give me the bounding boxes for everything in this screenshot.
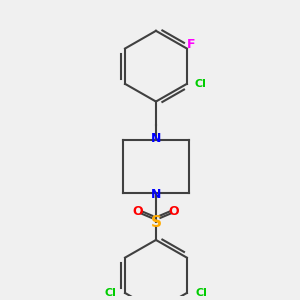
Text: S: S — [150, 215, 161, 230]
Text: Cl: Cl — [196, 288, 208, 298]
Text: Cl: Cl — [194, 79, 206, 89]
Text: N: N — [151, 188, 161, 201]
Text: O: O — [169, 206, 179, 218]
Text: Cl: Cl — [104, 288, 116, 298]
Text: F: F — [187, 38, 196, 51]
Text: O: O — [133, 206, 143, 218]
Text: N: N — [151, 132, 161, 145]
